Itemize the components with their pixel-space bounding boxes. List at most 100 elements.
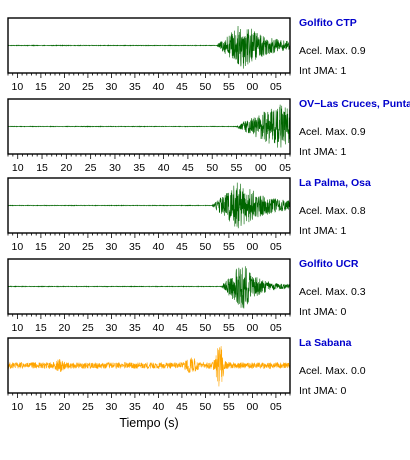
max-acceleration-label: Acel. Max.: [299, 126, 349, 138]
jma-intensity-label: Int JMA:: [299, 225, 338, 237]
jma-intensity-value: 1: [340, 65, 347, 77]
station-name: La Sabana: [299, 337, 352, 349]
station-info: OV−Las Cruces, Puntarenas Acel. Max. 0.9 I…: [299, 98, 410, 158]
waveform-series: [7, 25, 291, 69]
waveform-series: [7, 266, 291, 309]
max-acceleration: Acel. Max. 0.9: [299, 126, 410, 138]
max-acceleration-value: 0.8: [350, 205, 366, 217]
jma-intensity: Int JMA: 0: [299, 306, 410, 318]
x-tick-label: 30: [106, 322, 118, 334]
seismogram-panel: 10 15 20 25 30 35 40 45 50 55 00 05: [7, 17, 291, 93]
x-tick-label: 40: [158, 162, 170, 174]
x-tick-label: 15: [35, 241, 47, 253]
x-tick-label: 55: [223, 401, 235, 413]
x-tick-label: 10: [12, 81, 24, 93]
x-tick-label: 30: [109, 162, 121, 174]
jma-intensity-label: Int JMA:: [299, 146, 338, 158]
max-acceleration: Acel. Max. 0.8: [299, 205, 410, 217]
jma-intensity: Int JMA: 1: [299, 146, 410, 158]
x-tick-label: 25: [82, 81, 94, 93]
x-tick-label: 00: [255, 162, 267, 174]
x-tick-label: 50: [200, 322, 212, 334]
x-tick-label: 00: [247, 241, 259, 253]
x-tick-label: 55: [223, 322, 235, 334]
x-tick-label: 25: [82, 241, 94, 253]
x-tick-label: 35: [129, 401, 141, 413]
x-tick-label: 10: [12, 322, 24, 334]
x-tick-label: 40: [153, 81, 165, 93]
x-tick-label: 15: [35, 401, 47, 413]
x-tick-label: 35: [129, 81, 141, 93]
x-tick-label: 40: [153, 322, 165, 334]
x-tick-label: 00: [247, 81, 259, 93]
x-tick-label: 50: [200, 401, 212, 413]
x-tick-label: 50: [200, 241, 212, 253]
seismogram-panel: 10 15 20 25 30 35 40 45 50 55 00 05: [7, 177, 291, 253]
x-tick-label: 05: [270, 322, 282, 334]
max-acceleration-label: Acel. Max.: [299, 286, 349, 298]
station-info: La Palma, Osa Acel. Max. 0.8 Int JMA: 1: [299, 177, 410, 237]
jma-intensity-value: 0: [340, 385, 347, 397]
x-tick-label: 45: [176, 241, 188, 253]
station-name: Golfito CTP: [299, 17, 357, 29]
max-acceleration-label: Acel. Max.: [299, 365, 349, 377]
x-tick-label: 40: [153, 241, 165, 253]
x-tick-label: 55: [223, 81, 235, 93]
x-tick-label: 20: [59, 322, 71, 334]
x-tick-label: 15: [35, 322, 47, 334]
x-tick-label: 05: [270, 401, 282, 413]
jma-intensity-label: Int JMA:: [299, 306, 338, 318]
x-tick-label: 05: [279, 162, 291, 174]
station-name: La Palma, Osa: [299, 177, 371, 189]
x-tick-label: 30: [106, 81, 118, 93]
x-tick-label: 45: [176, 401, 188, 413]
max-acceleration: Acel. Max. 0.3: [299, 286, 410, 298]
x-tick-label: 45: [176, 81, 188, 93]
max-acceleration-value: 0.0: [350, 365, 366, 377]
x-tick-label: 35: [129, 241, 141, 253]
seismogram-panel: 10 15 20 25 30 35 40 45 50 55 00 05: [7, 337, 291, 413]
jma-intensity: Int JMA: 0: [299, 385, 410, 397]
x-tick-label: 45: [182, 162, 194, 174]
x-tick-label: 00: [247, 401, 259, 413]
x-tick-label: 10: [12, 401, 24, 413]
max-acceleration-label: Acel. Max.: [299, 205, 349, 217]
waveform-series: [7, 346, 291, 387]
x-tick-label: 45: [176, 322, 188, 334]
max-acceleration: Acel. Max. 0.0: [299, 365, 410, 377]
x-tick-label: 35: [133, 162, 145, 174]
jma-intensity: Int JMA: 1: [299, 225, 410, 237]
x-tick-label: 20: [59, 81, 71, 93]
jma-intensity-value: 0: [340, 306, 347, 318]
max-acceleration-value: 0.9: [350, 126, 366, 138]
x-tick-label: 25: [85, 162, 97, 174]
x-tick-label: 10: [12, 241, 24, 253]
x-tick-label: 55: [231, 162, 243, 174]
station-info: Golfito CTP Acel. Max. 0.9 Int JMA: 1: [299, 17, 410, 77]
jma-intensity-label: Int JMA:: [299, 65, 338, 77]
station-name: OV−Las Cruces, Puntarenas: [299, 98, 410, 110]
x-tick-label: 00: [247, 322, 259, 334]
x-tick-label: 05: [270, 81, 282, 93]
x-tick-label: 15: [35, 81, 47, 93]
x-tick-label: 55: [223, 241, 235, 253]
max-acceleration-label: Acel. Max.: [299, 45, 349, 57]
station-info: Golfito UCR Acel. Max. 0.3 Int JMA: 0: [299, 258, 410, 318]
x-tick-label: 20: [59, 241, 71, 253]
x-tick-label: 30: [106, 401, 118, 413]
x-tick-label: 50: [200, 81, 212, 93]
x-tick-label: 50: [206, 162, 218, 174]
station-info: La Sabana Acel. Max. 0.0 Int JMA: 0: [299, 337, 410, 397]
x-tick-label: 20: [61, 162, 73, 174]
x-tick-label: 15: [36, 162, 48, 174]
x-axis-title: Tiempo (s): [119, 416, 178, 430]
jma-intensity-label: Int JMA:: [299, 385, 338, 397]
jma-intensity: Int JMA: 1: [299, 65, 410, 77]
station-name: Golfito UCR: [299, 258, 359, 270]
x-tick-label: 40: [153, 401, 165, 413]
x-tick-label: 35: [129, 322, 141, 334]
x-tick-label: 25: [82, 322, 94, 334]
waveform-series: [7, 104, 291, 148]
x-tick-label: 20: [59, 401, 71, 413]
